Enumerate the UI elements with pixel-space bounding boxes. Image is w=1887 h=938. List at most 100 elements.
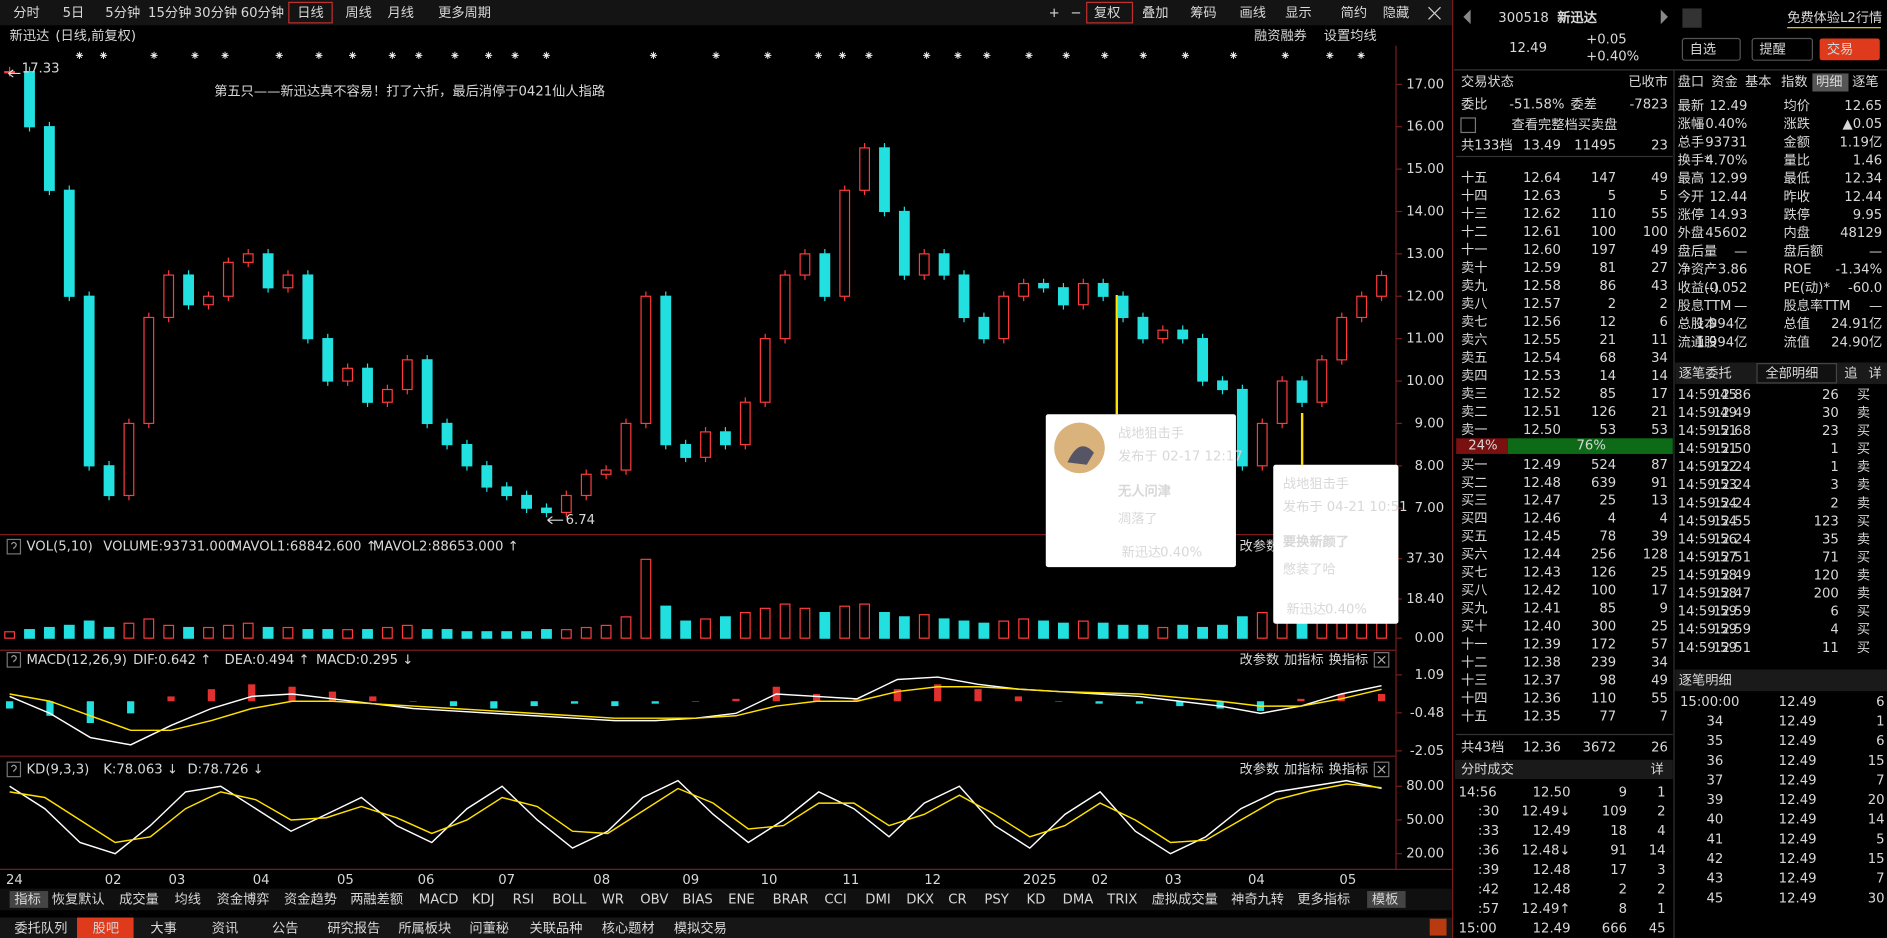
bottom-tab[interactable]: 股吧	[93, 921, 119, 936]
indicator-tab[interactable]: 资金博弈	[217, 891, 270, 907]
indicator-tab[interactable]: 更多指标	[1297, 890, 1350, 907]
chase[interactable]: 追	[1844, 365, 1857, 381]
nav-arrow[interactable]	[1660, 9, 1668, 25]
indicator-tab[interactable]: DMA	[1063, 892, 1094, 907]
news-marker[interactable]	[511, 51, 519, 60]
news-marker[interactable]	[388, 51, 396, 60]
tool-button[interactable]: −	[1070, 6, 1081, 21]
fullscreen-icon[interactable]	[1428, 6, 1441, 20]
action-label[interactable]: 提醒	[1759, 41, 1785, 57]
post-card[interactable]	[1273, 464, 1399, 624]
action-label[interactable]: 交易	[1827, 40, 1853, 57]
news-marker[interactable]	[542, 51, 550, 60]
panel-link[interactable]: 换指标	[1329, 652, 1369, 668]
indicator-tab[interactable]: BIAS	[682, 892, 712, 907]
news-marker[interactable]	[415, 51, 423, 60]
tool-button[interactable]: +	[1049, 6, 1060, 21]
detail-link[interactable]: 详	[1868, 365, 1881, 381]
period-button[interactable]: 15分钟	[148, 4, 191, 21]
expand-button[interactable]	[1429, 918, 1447, 936]
detail-tab[interactable]: 资金	[1711, 74, 1737, 90]
tool-button[interactable]: 简约	[1341, 4, 1367, 21]
news-marker[interactable]	[275, 51, 283, 60]
period-button[interactable]: 更多周期	[438, 4, 491, 21]
period-button[interactable]: 月线	[388, 5, 414, 21]
detail-tab[interactable]: 基本	[1745, 74, 1771, 90]
news-marker[interactable]	[954, 51, 962, 60]
news-marker[interactable]	[923, 51, 931, 60]
bottom-tab[interactable]: 大事	[150, 920, 176, 936]
tool-button[interactable]: 隐藏	[1383, 5, 1409, 21]
indicator-tab[interactable]: 虚拟成交量	[1152, 890, 1218, 907]
action-button[interactable]	[1681, 37, 1741, 61]
news-marker[interactable]	[1062, 51, 1070, 60]
nav-arrow[interactable]	[1463, 9, 1471, 25]
indicator-tab[interactable]: TRIX	[1106, 892, 1137, 907]
bottom-tab[interactable]: 关联品种	[530, 920, 583, 936]
close-box[interactable]	[1373, 761, 1390, 778]
help-box[interactable]	[6, 652, 22, 668]
news-marker[interactable]	[1281, 51, 1289, 60]
news-marker[interactable]	[150, 51, 158, 60]
news-marker[interactable]	[75, 51, 84, 60]
tool-button[interactable]: 画线	[1240, 5, 1266, 21]
news-marker[interactable]	[1229, 51, 1238, 60]
indicator-tab[interactable]: 指标	[14, 891, 40, 907]
panel-link[interactable]: 改参数	[1240, 538, 1280, 555]
tool-button[interactable]: 复权	[1094, 4, 1120, 21]
period-button[interactable]: 分时	[13, 5, 39, 21]
indicator-tab[interactable]: 神奇九转	[1231, 890, 1284, 907]
indicator-tab[interactable]: DMI	[865, 892, 891, 907]
news-marker[interactable]	[1357, 51, 1365, 60]
indicator-tab[interactable]: RSI	[513, 892, 534, 907]
l2-link[interactable]: 免费体验L2行情	[1787, 10, 1882, 26]
news-marker[interactable]	[1139, 51, 1147, 60]
panel-link[interactable]: 加指标	[1284, 652, 1324, 668]
news-marker[interactable]	[348, 51, 357, 60]
help-box[interactable]	[6, 761, 22, 778]
indicator-tab[interactable]: KD	[1027, 892, 1046, 907]
news-marker[interactable]	[1181, 51, 1190, 60]
news-marker[interactable]	[1101, 51, 1109, 60]
news-marker[interactable]	[484, 51, 493, 60]
indicator-tab[interactable]: PSY	[984, 892, 1009, 907]
indicator-tab[interactable]: 恢复默认	[52, 891, 105, 907]
full-book-link[interactable]: 查看完整档买卖盘	[1512, 116, 1618, 133]
news-marker[interactable]	[764, 51, 772, 60]
news-marker[interactable]	[983, 51, 991, 60]
help-box[interactable]	[6, 538, 22, 555]
bottom-tab[interactable]: 问董秘	[469, 920, 509, 936]
period-button[interactable]: 5日	[63, 6, 85, 21]
indicator-tab[interactable]: ENE	[728, 892, 755, 907]
news-marker[interactable]	[191, 51, 199, 60]
detail-tab[interactable]: 逐笔	[1852, 74, 1878, 90]
panel-link[interactable]: 改参数	[1240, 651, 1280, 668]
indicator-tab[interactable]: BOLL	[552, 892, 587, 907]
indicator-tab[interactable]: 资金趋势	[284, 891, 337, 907]
panel-link[interactable]: 改参数	[1240, 760, 1280, 777]
news-marker[interactable]	[1326, 51, 1334, 60]
news-marker[interactable]	[221, 51, 229, 60]
news-marker[interactable]	[838, 51, 847, 60]
indicator-tab[interactable]: 成交量	[119, 890, 159, 907]
indicator-tab[interactable]: OBV	[640, 892, 668, 907]
indicator-tab[interactable]: WR	[602, 892, 624, 907]
help-box[interactable]	[1460, 117, 1477, 134]
bottom-tab[interactable]: 核心题材	[602, 920, 655, 936]
bottom-tab[interactable]: 模拟交易	[674, 919, 727, 936]
indicator-tab[interactable]: 两融差额	[350, 891, 403, 907]
bottom-tab[interactable]: 所属板块	[398, 920, 451, 936]
bottom-tab[interactable]: 研究报告	[327, 920, 380, 936]
bottom-tab[interactable]: 资讯	[212, 920, 238, 936]
detail-tab[interactable]: 指数	[1781, 74, 1807, 90]
link[interactable]: 融资融券	[1254, 28, 1307, 44]
period-button[interactable]: 60分钟	[241, 4, 284, 21]
action-button[interactable]	[1819, 38, 1880, 61]
indicator-tab[interactable]: CR	[948, 892, 966, 907]
tool-button[interactable]: 显示	[1285, 6, 1311, 21]
indicator-tab[interactable]: 均线	[174, 891, 200, 907]
filter[interactable]: 全部明细	[1765, 364, 1818, 381]
period-button[interactable]: 日线	[297, 5, 323, 21]
tool-button[interactable]: 筹码	[1190, 4, 1216, 21]
detail-tab[interactable]: 盘口	[1678, 73, 1704, 90]
